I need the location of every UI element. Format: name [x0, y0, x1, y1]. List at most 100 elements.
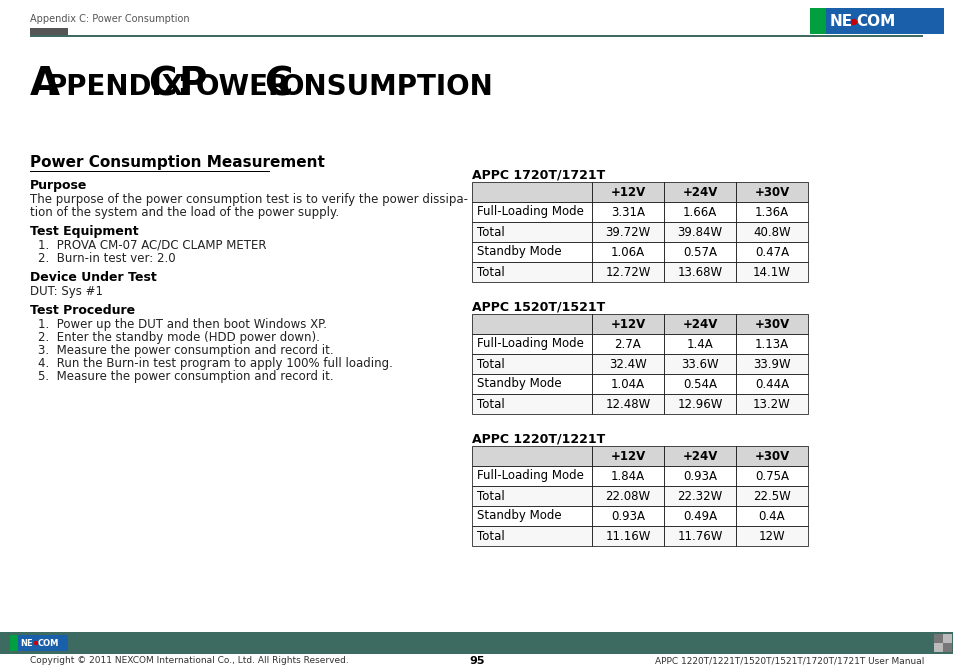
Text: +12V: +12V — [610, 450, 645, 462]
Bar — [472, 374, 592, 394]
Text: 12W: 12W — [758, 530, 784, 542]
Bar — [472, 486, 592, 506]
Bar — [933, 643, 942, 652]
Text: Total: Total — [476, 265, 504, 278]
Bar — [735, 262, 807, 282]
Circle shape — [851, 19, 856, 24]
Text: 0.75A: 0.75A — [754, 470, 788, 482]
Text: APPC 1220T/1221T: APPC 1220T/1221T — [472, 432, 604, 445]
Text: Total: Total — [476, 530, 504, 542]
Bar — [735, 242, 807, 262]
Text: COM: COM — [38, 638, 59, 648]
Text: 12.48W: 12.48W — [605, 398, 650, 411]
Text: Appendix C: Power Consumption: Appendix C: Power Consumption — [30, 14, 190, 24]
Text: +30V: +30V — [754, 317, 789, 331]
Text: 33.9W: 33.9W — [753, 358, 790, 370]
Text: 39.72W: 39.72W — [605, 226, 650, 239]
Text: 11.76W: 11.76W — [677, 530, 722, 542]
Bar — [592, 314, 663, 334]
Bar — [735, 374, 807, 394]
Bar — [735, 202, 807, 222]
Text: Purpose: Purpose — [30, 179, 88, 192]
Text: APPC 1720T/1721T: APPC 1720T/1721T — [472, 168, 604, 181]
Bar — [735, 334, 807, 354]
Bar — [592, 354, 663, 374]
Text: The purpose of the power consumption test is to verify the power dissipa-: The purpose of the power consumption tes… — [30, 193, 468, 206]
Bar — [663, 354, 735, 374]
Bar — [735, 394, 807, 414]
Text: 0.54A: 0.54A — [682, 378, 717, 390]
Bar — [592, 374, 663, 394]
Bar — [663, 374, 735, 394]
Text: Full-Loading Mode: Full-Loading Mode — [476, 470, 583, 482]
Bar — [30, 171, 270, 172]
Text: C:: C: — [148, 65, 192, 103]
Bar — [472, 202, 592, 222]
Text: 22.32W: 22.32W — [677, 489, 721, 503]
Text: 0.44A: 0.44A — [754, 378, 788, 390]
Text: 13.2W: 13.2W — [752, 398, 790, 411]
Text: Standby Mode: Standby Mode — [476, 245, 561, 259]
Bar — [735, 506, 807, 526]
Text: Copyright © 2011 NEXCOM International Co., Ltd. All Rights Reserved.: Copyright © 2011 NEXCOM International Co… — [30, 656, 349, 665]
Bar — [472, 394, 592, 414]
Bar — [472, 466, 592, 486]
Bar — [592, 202, 663, 222]
Text: 1.4A: 1.4A — [686, 337, 713, 351]
Text: 5.  Measure the power consumption and record it.: 5. Measure the power consumption and rec… — [38, 370, 334, 383]
Bar — [735, 222, 807, 242]
Bar — [735, 486, 807, 506]
Bar — [592, 466, 663, 486]
Bar — [663, 526, 735, 546]
Bar — [592, 334, 663, 354]
Text: 0.93A: 0.93A — [610, 509, 644, 523]
Text: Total: Total — [476, 226, 504, 239]
Bar — [663, 242, 735, 262]
Text: Device Under Test: Device Under Test — [30, 271, 156, 284]
Text: Standby Mode: Standby Mode — [476, 509, 561, 523]
Text: APPC 1220T/1221T/1520T/1521T/1720T/1721T User Manual: APPC 1220T/1221T/1520T/1521T/1720T/1721T… — [654, 656, 923, 665]
Text: Total: Total — [476, 489, 504, 503]
Text: tion of the system and the load of the power supply.: tion of the system and the load of the p… — [30, 206, 338, 219]
Bar — [735, 466, 807, 486]
Text: 0.4A: 0.4A — [758, 509, 784, 523]
Bar — [809, 8, 825, 34]
Bar — [592, 446, 663, 466]
Bar — [10, 635, 18, 651]
Text: C: C — [264, 65, 293, 103]
Bar — [30, 35, 923, 37]
Bar — [663, 314, 735, 334]
Text: +24V: +24V — [681, 317, 717, 331]
Bar — [592, 506, 663, 526]
Text: 0.93A: 0.93A — [682, 470, 717, 482]
Bar — [735, 354, 807, 374]
Bar — [942, 634, 951, 643]
Bar — [663, 506, 735, 526]
Text: 1.36A: 1.36A — [754, 206, 788, 218]
Bar — [472, 334, 592, 354]
Text: 1.  Power up the DUT and then boot Windows XP.: 1. Power up the DUT and then boot Window… — [38, 318, 327, 331]
Text: APPC 1520T/1521T: APPC 1520T/1521T — [472, 300, 604, 313]
Text: 0.47A: 0.47A — [754, 245, 788, 259]
Bar — [472, 314, 592, 334]
Text: Full-Loading Mode: Full-Loading Mode — [476, 206, 583, 218]
Text: 1.84A: 1.84A — [610, 470, 644, 482]
Bar — [933, 634, 942, 643]
Text: 11.16W: 11.16W — [604, 530, 650, 542]
Text: +24V: +24V — [681, 185, 717, 198]
Text: 1.06A: 1.06A — [610, 245, 644, 259]
Text: PPENDIX: PPENDIX — [47, 73, 184, 101]
Bar — [472, 222, 592, 242]
Bar — [663, 182, 735, 202]
Text: +12V: +12V — [610, 185, 645, 198]
Text: 32.4W: 32.4W — [608, 358, 646, 370]
Bar — [592, 222, 663, 242]
Bar — [663, 394, 735, 414]
Text: ONSUMPTION: ONSUMPTION — [281, 73, 494, 101]
Text: +30V: +30V — [754, 450, 789, 462]
Bar — [942, 643, 951, 652]
Bar — [472, 446, 592, 466]
Text: 1.  PROVA CM-07 AC/DC CLAMP METER: 1. PROVA CM-07 AC/DC CLAMP METER — [38, 239, 266, 252]
Text: +30V: +30V — [754, 185, 789, 198]
Text: 22.5W: 22.5W — [752, 489, 790, 503]
